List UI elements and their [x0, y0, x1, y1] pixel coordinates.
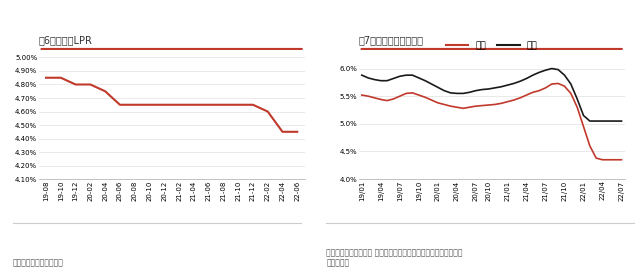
Legend: 首套, 二套: 首套, 二套 — [442, 38, 541, 54]
Text: 资料来源：贝壳研究院 注：统计方法问题，该利率水平往往低于人
民银行公告: 资料来源：贝壳研究院 注：统计方法问题，该利率水平往往低于人 民银行公告 — [326, 248, 463, 267]
Text: 图7：百城主流按揭利率: 图7：百城主流按揭利率 — [358, 36, 424, 46]
Text: 图6：五年期LPR: 图6：五年期LPR — [38, 36, 93, 46]
Text: 资料来源：中国人民银行: 资料来源：中国人民银行 — [13, 258, 63, 267]
